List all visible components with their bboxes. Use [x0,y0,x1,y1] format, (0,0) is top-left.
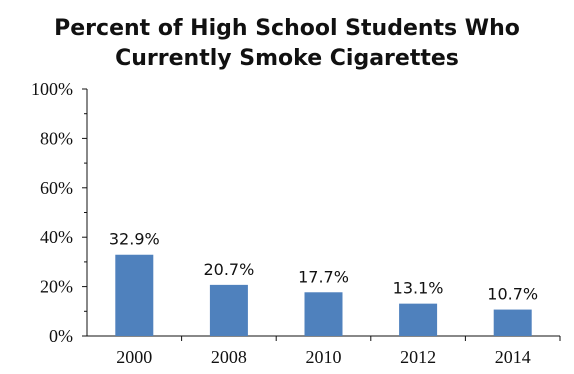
x-tick-label: 2010 [306,347,342,367]
chart-title-line-2: Currently Smoke Cigarettes [115,46,459,71]
y-tick-label: 80% [40,128,73,148]
data-label: 20.7% [203,260,254,279]
bar [304,292,343,336]
data-label: 10.7% [487,285,538,304]
data-label: 17.7% [298,267,349,286]
data-label: 13.1% [393,279,444,298]
chart-title-line-1: Percent of High School Students Who [54,16,520,41]
x-tick-label: 2000 [116,347,152,367]
chart-title: Percent of High School Students Who Curr… [0,14,574,74]
bar [493,309,532,336]
bar [209,284,248,336]
x-tick-label: 2012 [400,347,436,367]
y-tick-label: 0% [49,326,73,346]
y-tick-label: 100% [31,79,73,99]
y-tick-label: 20% [40,277,73,297]
x-tick-label: 2014 [495,347,531,367]
y-tick-label: 40% [40,227,73,247]
bar [399,303,438,336]
data-label: 32.9% [109,230,160,249]
y-tick-label: 60% [40,178,73,198]
bar [115,254,154,336]
x-tick-label: 2008 [211,347,247,367]
